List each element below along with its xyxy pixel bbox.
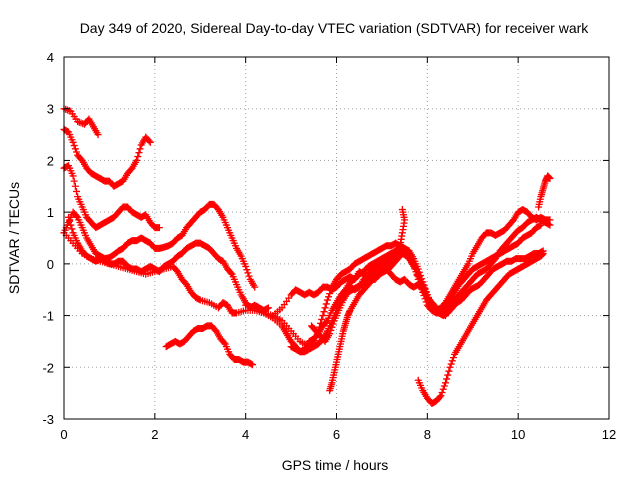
data-point-interp: [145, 137, 153, 145]
data-point: [442, 379, 449, 387]
data-point-interp: [326, 290, 334, 298]
x-tick-label: 12: [602, 427, 616, 442]
y-tick-label: 1: [47, 205, 54, 220]
series-14: [535, 172, 554, 211]
y-tick-label: 3: [47, 102, 54, 117]
data-point: [251, 283, 259, 291]
data-point: [398, 206, 406, 214]
series-13: [414, 250, 547, 407]
y-tick-label: 0: [47, 257, 54, 272]
data-point-interp: [447, 360, 455, 368]
x-tick-label: 10: [511, 427, 525, 442]
data-point-interp: [322, 300, 330, 308]
data-point-interp: [66, 217, 74, 225]
data-point: [146, 138, 154, 146]
data-point-interp: [449, 354, 457, 362]
data-point-interp: [327, 286, 335, 294]
data-point: [437, 392, 445, 400]
data-point-interp: [448, 357, 456, 365]
data-point-interp: [321, 304, 329, 312]
y-tick-label: -2: [42, 360, 54, 375]
data-point: [242, 262, 250, 270]
data-point-interp: [440, 382, 448, 390]
data-point: [319, 312, 327, 320]
x-tick-label: 0: [60, 427, 67, 442]
data-point-interp: [318, 315, 326, 323]
data-point-interp: [134, 153, 142, 161]
data-markers: [60, 105, 554, 407]
series-4: [60, 200, 259, 291]
data-point-interp: [72, 148, 80, 156]
data-point: [94, 131, 102, 139]
data-point-interp: [72, 212, 80, 220]
series-3: [60, 162, 163, 232]
y-tick-label: -1: [42, 309, 54, 324]
data-point: [546, 175, 554, 183]
y-tick-label: 4: [47, 50, 54, 65]
data-point-interp: [328, 323, 336, 331]
data-point-interp: [244, 269, 252, 277]
data-point-interp: [444, 371, 452, 379]
data-point: [133, 156, 141, 164]
data-point-interp: [327, 326, 335, 334]
data-point-interp: [436, 393, 444, 401]
x-tick-label: 8: [424, 427, 431, 442]
series-2: [60, 125, 154, 190]
data-point-interp: [445, 367, 453, 375]
data-point-interp: [227, 269, 235, 277]
series-7: [162, 322, 256, 369]
data-point-interp: [439, 385, 447, 393]
y-tick-label: -3: [42, 412, 54, 427]
data-point-interp: [220, 339, 228, 347]
data-point: [69, 172, 77, 180]
data-point-interp: [243, 266, 251, 274]
data-point-interp: [320, 308, 328, 316]
y-tick-label: 2: [47, 153, 54, 168]
data-point-interp: [68, 225, 76, 233]
data-point: [248, 361, 256, 369]
data-point: [65, 213, 73, 221]
data-point-interp: [322, 318, 330, 326]
data-point-interp: [135, 149, 143, 157]
data-point-interp: [438, 388, 446, 396]
data-point: [326, 330, 334, 338]
x-tick-label: 2: [151, 427, 158, 442]
data-point: [323, 296, 331, 304]
data-point-interp: [71, 145, 79, 153]
data-point-interp: [72, 187, 80, 195]
chart-title: Day 349 of 2020, Sidereal Day-to-day VTE…: [80, 20, 590, 36]
data-point-interp: [70, 142, 78, 150]
data-point: [155, 224, 163, 232]
data-point-interp: [443, 375, 451, 383]
series-11: [308, 247, 547, 345]
x-tick-label: 4: [242, 427, 249, 442]
data-point-interp: [71, 182, 79, 190]
x-tick-label: 6: [333, 427, 340, 442]
data-point-interp: [136, 145, 144, 153]
data-point: [446, 363, 454, 371]
y-axis-title: SDTVAR / TECUs: [6, 182, 22, 294]
data-point-interp: [329, 320, 337, 328]
data-point: [546, 221, 554, 229]
x-axis-title: GPS time / hours: [282, 457, 389, 473]
data-point: [264, 304, 272, 312]
data-point-interp: [245, 272, 253, 280]
data-point: [539, 250, 547, 258]
series-12: [326, 206, 409, 395]
data-point-interp: [325, 293, 333, 301]
data-point-interp: [70, 177, 78, 185]
data-point-interp: [67, 221, 75, 229]
data-point: [69, 138, 77, 146]
